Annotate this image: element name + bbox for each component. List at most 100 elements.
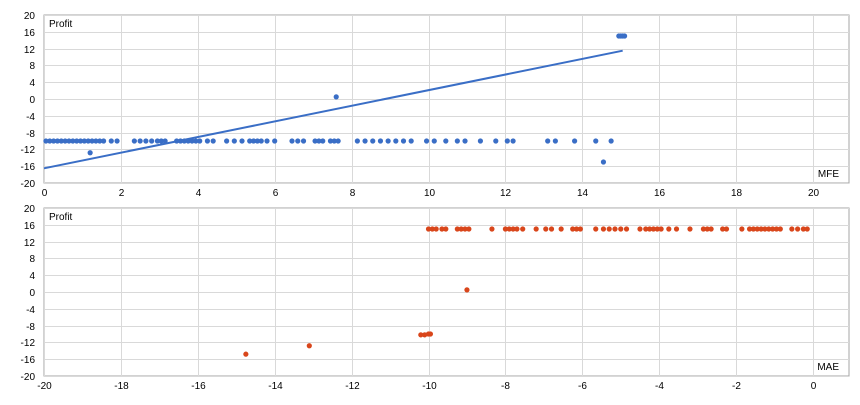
mae-data-point bbox=[673, 226, 680, 232]
mae-data-point bbox=[804, 226, 810, 232]
mae-y-tick-label: 8 bbox=[29, 254, 35, 265]
mae-data-point bbox=[458, 226, 464, 232]
mfe-x-tick-label: 18 bbox=[731, 188, 743, 199]
mae-data-point bbox=[666, 226, 672, 232]
mfe-x-tick-label: 14 bbox=[577, 188, 589, 199]
mae-x-tick-label: 0 bbox=[811, 381, 817, 392]
mfe-data-point bbox=[423, 138, 430, 144]
mfe-data-point bbox=[181, 138, 187, 144]
mae-data-point bbox=[758, 226, 764, 232]
mfe-data-point bbox=[231, 138, 237, 144]
mfe-trendline bbox=[43, 49, 623, 170]
mfe-data-point bbox=[254, 138, 260, 144]
mfe-data-point bbox=[510, 138, 516, 144]
mfe-x-tick-label: 20 bbox=[808, 188, 820, 199]
mfe-data-point bbox=[66, 138, 72, 144]
mfe-data-point bbox=[600, 159, 607, 165]
mfe-data-point bbox=[316, 138, 322, 144]
mfe-data-point bbox=[289, 138, 295, 144]
mfe-y-axis-label: Profit bbox=[49, 19, 73, 30]
mfe-data-point bbox=[593, 138, 599, 144]
mae-data-point bbox=[573, 226, 580, 232]
mfe-data-point bbox=[333, 94, 339, 100]
mae-data-point bbox=[514, 226, 520, 232]
mae-data-point bbox=[443, 226, 449, 232]
mae-data-point bbox=[646, 226, 653, 232]
mfe-x-tick-label: 10 bbox=[424, 188, 436, 199]
mae-y-tick-label: -12 bbox=[21, 338, 36, 349]
mfe-y-tick-label: 0 bbox=[29, 95, 35, 106]
mfe-data-point bbox=[295, 138, 301, 144]
mae-data-point bbox=[746, 226, 753, 232]
mfe-data-point bbox=[108, 138, 114, 144]
mfe-data-point bbox=[370, 138, 376, 144]
mae-data-point bbox=[489, 226, 495, 232]
mfe-data-point bbox=[43, 138, 49, 144]
mae-data-point bbox=[439, 226, 445, 232]
mfe-data-point bbox=[158, 138, 164, 144]
mae-y-tick-label: 16 bbox=[24, 221, 36, 232]
mfe-data-point bbox=[408, 138, 414, 144]
mfe-data-point bbox=[54, 138, 61, 144]
mfe-data-point bbox=[385, 138, 391, 144]
mfe-data-point bbox=[247, 138, 253, 144]
mae-y-tick-label: -8 bbox=[26, 322, 35, 333]
mfe-x-tick-label: 2 bbox=[119, 188, 125, 199]
mae-data-point bbox=[795, 226, 801, 232]
mfe-data-point bbox=[193, 138, 199, 144]
mae-data-point bbox=[418, 332, 424, 338]
mfe-y-tick-label: 12 bbox=[24, 45, 36, 56]
mfe-data-point bbox=[174, 138, 180, 144]
mfe-data-point bbox=[131, 138, 137, 144]
mae-data-point bbox=[770, 226, 776, 232]
mfe-data-point bbox=[300, 138, 307, 144]
mae-chart: -20 -18 -16 -14 -12 -10 -8 -6 -4 -2 0-20-16-12-8-4… bbox=[21, 204, 850, 392]
mfe-data-point bbox=[272, 138, 278, 144]
mae-data-point bbox=[739, 226, 745, 232]
mfe-data-point bbox=[504, 138, 510, 144]
mae-data-point bbox=[650, 226, 657, 232]
mae-data-point bbox=[750, 226, 757, 232]
mae-data-point bbox=[593, 226, 599, 232]
mfe-data-point bbox=[477, 138, 484, 144]
mfe-data-point bbox=[250, 138, 257, 144]
mae-y-tick-label: -4 bbox=[26, 305, 35, 316]
mfe-data-point bbox=[258, 138, 264, 144]
mfe-data-point bbox=[312, 138, 318, 144]
mfe-data-point bbox=[89, 138, 95, 144]
mae-data-point bbox=[654, 226, 660, 232]
mae-data-point bbox=[777, 226, 783, 232]
mfe-data-point bbox=[204, 138, 211, 144]
mae-data-point bbox=[533, 226, 539, 232]
mae-data-point bbox=[577, 226, 583, 232]
mae-data-point bbox=[658, 226, 664, 232]
mae-data-point bbox=[558, 226, 564, 232]
mfe-data-point bbox=[177, 138, 184, 144]
mae-data-point bbox=[520, 226, 526, 232]
mfe-data-point bbox=[320, 138, 326, 144]
mfe-data-point bbox=[545, 138, 551, 144]
mfe-x-tick-label: 6 bbox=[273, 188, 279, 199]
mfe-y-tick-label: -12 bbox=[21, 145, 36, 156]
mae-x-tick-label: -4 bbox=[655, 381, 664, 392]
mae-data-point bbox=[623, 226, 630, 232]
mfe-x-tick-label: 16 bbox=[654, 188, 666, 199]
mae-data-point bbox=[618, 226, 624, 232]
mfe-data-point bbox=[70, 138, 76, 144]
mfe-data-point bbox=[335, 138, 341, 144]
mfe-data-point bbox=[58, 138, 64, 144]
mae-y-tick-label: 20 bbox=[24, 204, 36, 215]
mae-data-point bbox=[510, 226, 516, 232]
mfe-y-tick-label: -4 bbox=[26, 112, 35, 123]
mae-x-tick-label: -12 bbox=[345, 381, 360, 392]
mae-data-point bbox=[762, 226, 768, 232]
mfe-x-tick-label: 0 bbox=[42, 188, 48, 199]
mfe-data-point bbox=[77, 138, 84, 144]
mae-data-point bbox=[687, 226, 693, 232]
mae-data-point bbox=[704, 226, 710, 232]
mae-data-point bbox=[502, 226, 508, 232]
mae-data-point bbox=[723, 226, 730, 232]
mae-data-point bbox=[433, 226, 439, 232]
mfe-y-tick-label: 8 bbox=[29, 61, 35, 72]
mae-data-point bbox=[720, 226, 726, 232]
